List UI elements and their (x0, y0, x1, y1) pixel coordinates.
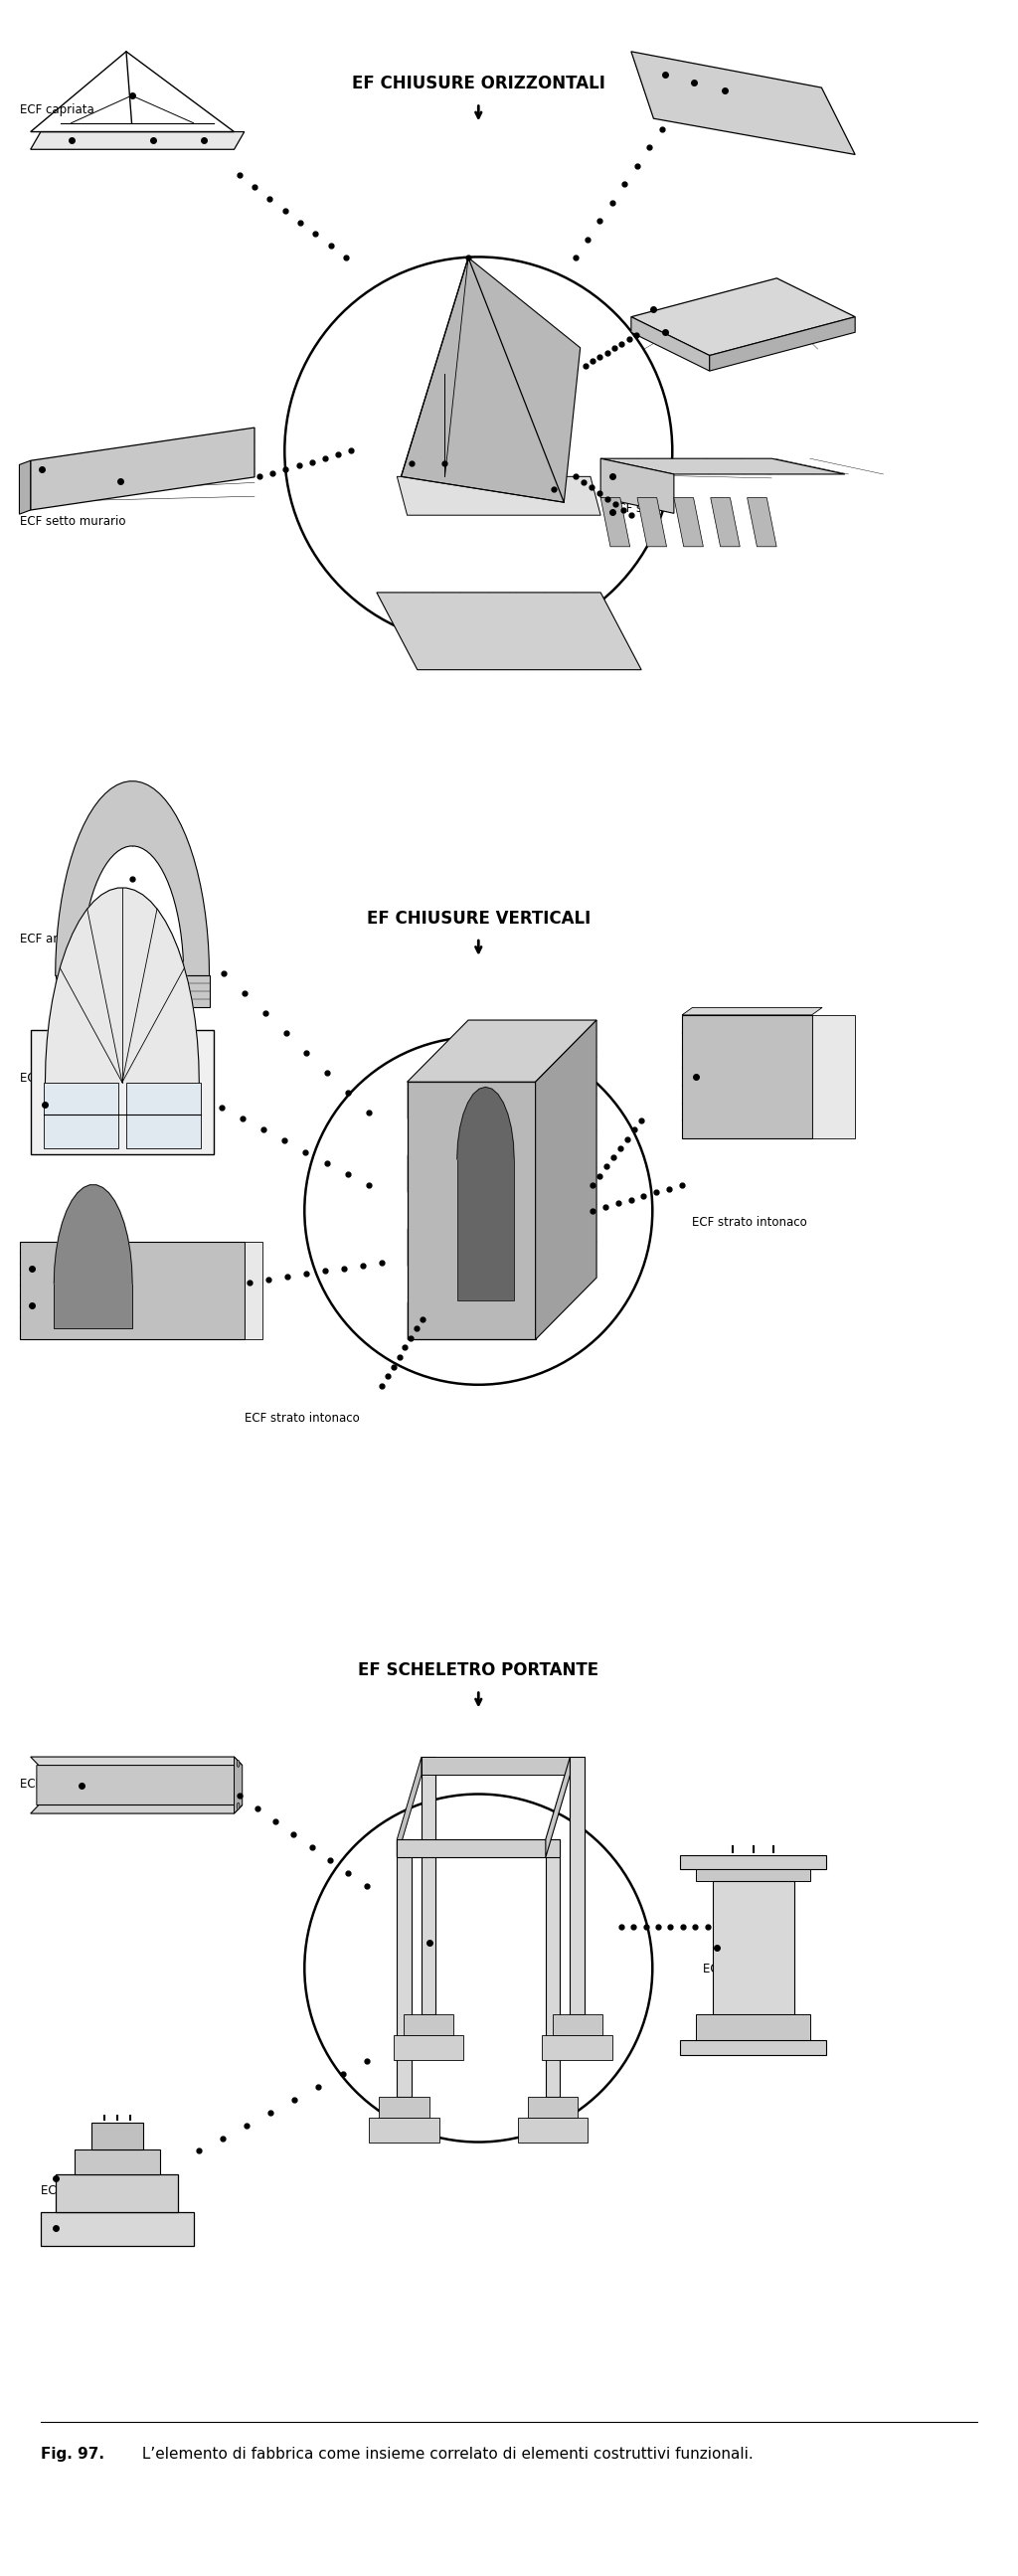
Polygon shape (403, 2014, 453, 2035)
Text: EF SCHELETRO PORTANTE: EF SCHELETRO PORTANTE (358, 1662, 599, 1680)
Polygon shape (407, 1082, 535, 1340)
Text: EF CHIUSURE ORIZZONTALI: EF CHIUSURE ORIZZONTALI (352, 75, 605, 93)
Polygon shape (31, 1757, 242, 1765)
Polygon shape (407, 1020, 597, 1082)
Polygon shape (377, 592, 641, 670)
Polygon shape (631, 52, 855, 155)
Polygon shape (713, 1880, 794, 2014)
Polygon shape (682, 1007, 823, 1015)
Polygon shape (397, 1839, 560, 1857)
Polygon shape (518, 2117, 587, 2143)
Polygon shape (601, 497, 630, 546)
Polygon shape (37, 1765, 240, 1806)
Circle shape (237, 1759, 239, 1767)
Polygon shape (680, 1855, 827, 1870)
Polygon shape (696, 1870, 810, 1880)
Polygon shape (680, 2040, 827, 2056)
Polygon shape (31, 131, 244, 149)
Polygon shape (710, 317, 855, 371)
Polygon shape (682, 1015, 812, 1139)
Polygon shape (31, 428, 254, 510)
Polygon shape (397, 477, 601, 515)
Polygon shape (546, 1839, 560, 2097)
Polygon shape (543, 2035, 612, 2061)
Polygon shape (401, 258, 580, 502)
Polygon shape (45, 889, 200, 1082)
Polygon shape (546, 1757, 570, 1857)
Polygon shape (54, 1185, 132, 1283)
Polygon shape (234, 1757, 242, 1814)
Text: ECF serramento: ECF serramento (20, 1072, 114, 1084)
Polygon shape (74, 2151, 160, 2174)
Polygon shape (527, 2097, 578, 2117)
Text: ECF capriata: ECF capriata (20, 103, 95, 116)
Polygon shape (570, 1757, 584, 2014)
Polygon shape (747, 497, 777, 546)
Polygon shape (812, 1015, 855, 1139)
Polygon shape (244, 1242, 263, 1340)
Polygon shape (20, 1242, 244, 1340)
Polygon shape (370, 2117, 439, 2143)
Polygon shape (19, 461, 31, 515)
Polygon shape (457, 1159, 514, 1301)
Text: ECF plinto: ECF plinto (41, 2184, 100, 2197)
Polygon shape (637, 497, 667, 546)
Text: L’elemento di fabbrica come insieme correlato di elementi costruttivi funzionali: L’elemento di fabbrica come insieme corr… (137, 2447, 753, 2463)
Text: EF CHIUSURE VERTICALI: EF CHIUSURE VERTICALI (366, 909, 590, 927)
Text: ECF solaio: ECF solaio (611, 502, 671, 515)
Text: ECF pavimento: ECF pavimento (662, 312, 750, 325)
Polygon shape (631, 278, 855, 355)
Polygon shape (552, 2014, 603, 2035)
Text: ECF strato intonaco: ECF strato intonaco (244, 1412, 359, 1425)
Polygon shape (55, 976, 81, 1007)
Polygon shape (56, 2174, 178, 2213)
Text: ECF strato intonaco: ECF strato intonaco (692, 1216, 807, 1229)
Polygon shape (535, 1020, 597, 1340)
Polygon shape (601, 459, 674, 513)
Polygon shape (631, 317, 710, 371)
Polygon shape (601, 459, 845, 474)
Polygon shape (457, 1087, 514, 1159)
Polygon shape (92, 2123, 143, 2151)
Polygon shape (183, 976, 210, 1007)
Polygon shape (394, 2035, 463, 2061)
Text: ECF setto murario: ECF setto murario (20, 515, 126, 528)
Polygon shape (397, 1839, 411, 2097)
Circle shape (237, 1803, 239, 1808)
Text: ECF trave: ECF trave (20, 1777, 77, 1790)
Polygon shape (421, 1757, 436, 2014)
Polygon shape (126, 1082, 201, 1149)
Text: ECF manto copertura: ECF manto copertura (662, 82, 787, 95)
Polygon shape (379, 2097, 429, 2117)
Polygon shape (421, 1757, 570, 1775)
Text: ECF piiastro: ECF piiastro (702, 1963, 773, 1976)
Polygon shape (54, 1283, 132, 1327)
Polygon shape (41, 2213, 193, 2246)
Polygon shape (711, 497, 740, 546)
Text: Fig. 97.: Fig. 97. (41, 2447, 105, 2463)
Polygon shape (31, 1030, 214, 1154)
Text: ECF arco: ECF arco (20, 933, 71, 945)
Polygon shape (397, 1757, 421, 1857)
Polygon shape (696, 2014, 810, 2040)
Polygon shape (31, 1806, 242, 1814)
Polygon shape (674, 497, 703, 546)
Polygon shape (55, 781, 210, 976)
Polygon shape (44, 1082, 118, 1149)
Text: ECF setto murario: ECF setto murario (20, 1293, 126, 1306)
Text: ECF setto murario: ECF setto murario (692, 1077, 798, 1090)
